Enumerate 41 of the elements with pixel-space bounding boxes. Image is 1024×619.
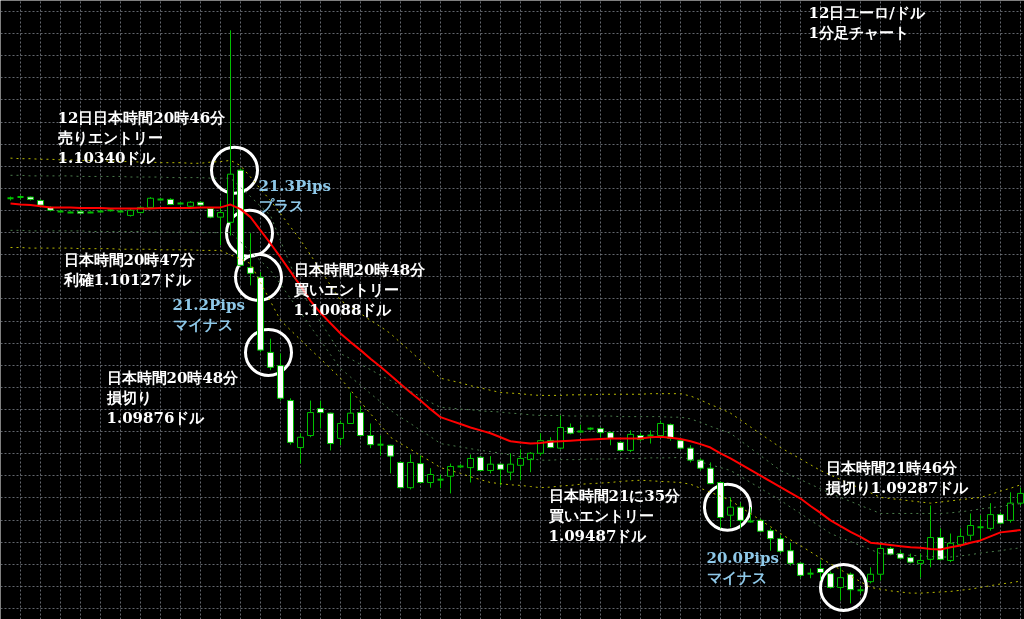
candlestick xyxy=(767,527,774,552)
candlestick xyxy=(507,452,514,481)
candlestick xyxy=(777,534,784,555)
candlestick xyxy=(837,566,844,602)
annotation: 21.2Pipsマイナス xyxy=(172,295,245,334)
annotation: 日本時間21時46分損切り1.09287ドル xyxy=(824,458,970,497)
candlestick xyxy=(787,542,794,567)
candlestick xyxy=(217,200,224,246)
candlestick xyxy=(1007,491,1014,524)
candlestick xyxy=(367,422,374,449)
candlestick xyxy=(527,451,534,473)
candlestick xyxy=(467,453,474,484)
annotation: 20.0Pipsマイナス xyxy=(706,548,779,587)
candlestick xyxy=(937,527,944,561)
candlestick xyxy=(967,512,974,541)
chart-title: 12日ユーロ/ドル1分足チャート xyxy=(808,3,926,42)
candlestick xyxy=(317,400,324,430)
candlestick xyxy=(337,420,344,446)
candlestick xyxy=(737,502,744,529)
candlestick xyxy=(727,496,734,528)
candlestick xyxy=(976,514,985,541)
candlestick xyxy=(427,467,434,489)
candlestick xyxy=(267,338,274,371)
candlestick xyxy=(387,444,394,474)
annotation: 21.3Pipsプラス xyxy=(258,176,331,215)
candlestick xyxy=(847,572,854,604)
candlestick xyxy=(307,400,314,438)
candlestick xyxy=(297,432,304,465)
annotation: 日本時間20時48分損切り1.09876ドル xyxy=(105,368,240,427)
candlestick xyxy=(417,455,424,485)
candlestick xyxy=(347,392,354,424)
candlestick xyxy=(917,553,924,579)
annotation: 日本時間21に35分買いエントリー1.09487ドル xyxy=(547,486,682,545)
candlestick xyxy=(517,448,524,481)
candlestick xyxy=(927,504,934,568)
candlestick xyxy=(376,435,385,457)
candlestick xyxy=(447,463,454,494)
annotation: 日本時間20時47分利確1.10127ドル xyxy=(62,250,197,289)
annotation: 12日日本時間20時46分売りエントリー1.10340ドル xyxy=(57,108,227,167)
candlestick xyxy=(987,502,994,532)
candlestick xyxy=(357,405,364,438)
